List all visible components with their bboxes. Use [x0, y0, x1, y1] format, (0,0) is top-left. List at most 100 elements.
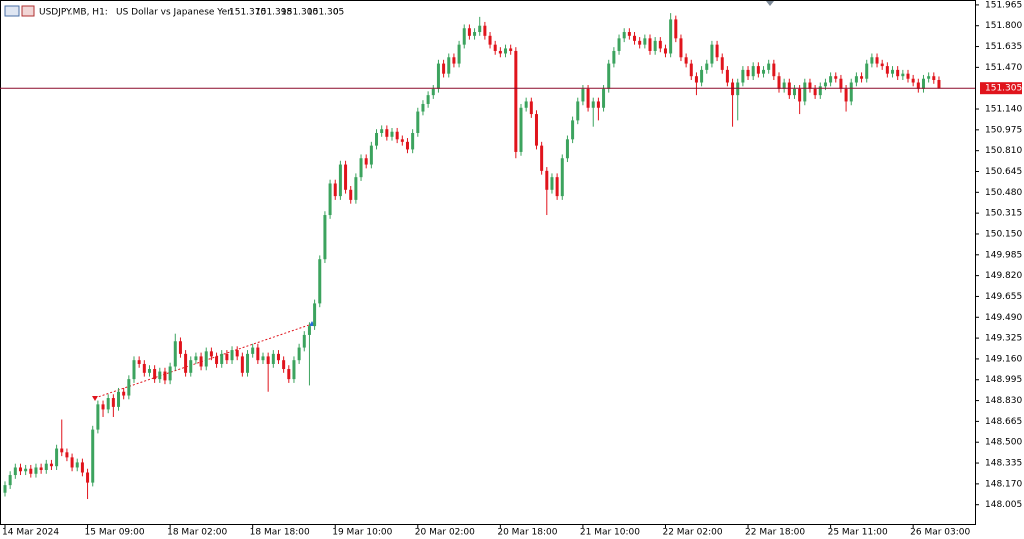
candle-body: [540, 145, 544, 171]
candle-body: [937, 79, 941, 89]
candle-body: [823, 82, 827, 87]
y-tick-label: 149.820: [985, 271, 1022, 281]
candle-body: [421, 103, 425, 112]
candle-body: [674, 19, 678, 39]
candle-body: [865, 63, 869, 79]
candle-body: [147, 369, 151, 373]
candle-body: [385, 129, 389, 137]
candle-body: [700, 69, 704, 83]
y-tick-label: 150.975: [985, 125, 1022, 135]
candle-body: [885, 66, 889, 74]
y-tick-label: 148.995: [985, 375, 1022, 385]
candle-body: [302, 334, 306, 348]
candle-body: [498, 50, 502, 54]
y-tick-label: 150.150: [985, 229, 1022, 239]
candle-body: [576, 101, 580, 121]
y-tick-label: 149.655: [985, 292, 1022, 302]
candle-body: [323, 215, 327, 260]
candle-body: [612, 50, 616, 64]
candle-body: [932, 76, 936, 80]
candle-body: [911, 78, 915, 83]
candle-body: [80, 462, 84, 473]
candle-body: [436, 63, 440, 89]
candle-body: [803, 82, 807, 102]
header-volume: 0: [333, 8, 339, 18]
candle-body: [509, 48, 513, 51]
x-tick-label: 18 Mar 02:00: [167, 528, 227, 538]
candle-body: [839, 78, 843, 89]
candle-body: [55, 448, 59, 467]
candle-body: [762, 69, 766, 74]
candle-body: [173, 341, 177, 367]
x-tick-label: 22 Mar 02:00: [662, 528, 722, 538]
y-tick-label: 151.140: [985, 105, 1022, 115]
candles: [3, 13, 941, 500]
candle-body: [49, 463, 53, 467]
candle-body: [369, 145, 373, 165]
candle-body: [271, 353, 275, 364]
candle-body: [457, 44, 461, 64]
candle-body: [8, 475, 12, 486]
candle-body: [731, 82, 735, 96]
candle-body: [648, 38, 652, 51]
y-tick-label: 148.170: [985, 479, 1022, 489]
candle-body: [101, 404, 105, 410]
candle-body: [282, 360, 286, 370]
candle-body: [782, 82, 786, 89]
candle-body: [896, 69, 900, 77]
candle-body: [65, 452, 69, 458]
candle-body: [276, 353, 280, 361]
candle-body: [483, 25, 487, 36]
candle-body: [117, 391, 121, 407]
candle-body: [215, 356, 219, 364]
candle-body: [720, 57, 724, 70]
candle-body: [287, 369, 291, 380]
candle-body: [473, 32, 477, 36]
candle-body: [111, 398, 115, 407]
candle-body: [137, 360, 141, 364]
candle-body: [313, 303, 317, 327]
y-tick-label: 148.500: [985, 438, 1022, 448]
candle-body: [199, 356, 203, 367]
candle-body: [715, 44, 719, 58]
header-high: 151.398: [255, 8, 292, 18]
symbol-icon: [4, 5, 35, 17]
candle-body: [75, 462, 79, 468]
candle-body: [261, 356, 265, 361]
candle-body: [596, 101, 600, 108]
y-tick-label: 151.470: [985, 63, 1022, 73]
candle-body: [29, 468, 33, 474]
candle-body: [34, 467, 38, 474]
candle-body: [307, 326, 311, 335]
candle-body: [240, 356, 244, 373]
candle-body: [849, 82, 853, 102]
candle-body: [493, 44, 497, 51]
candle-body: [400, 139, 404, 142]
x-tick-label: 19 Mar 10:00: [332, 528, 392, 538]
candle-body: [669, 19, 673, 54]
candle-body: [452, 57, 456, 64]
candle-body: [230, 350, 234, 361]
candle-body: [834, 76, 838, 79]
y-tick-label: 151.800: [985, 21, 1022, 31]
candle-body: [829, 76, 833, 83]
plot-frame: [0, 0, 976, 525]
candle-body: [560, 158, 564, 197]
candle-body: [725, 69, 729, 83]
candle-body: [586, 88, 590, 108]
candle-body: [416, 111, 420, 133]
candle-body: [710, 44, 714, 64]
candle-body: [380, 129, 384, 133]
candle-body: [246, 353, 250, 373]
candle-body: [524, 101, 528, 108]
symbol: USDJPY.MB, H1:: [39, 8, 108, 18]
candle-body: [411, 133, 415, 150]
candle-body: [663, 48, 667, 54]
header-open: 151.370: [229, 8, 266, 18]
candle-body: [318, 259, 322, 304]
y-tick-label: 148.335: [985, 459, 1022, 469]
candle-body: [163, 371, 167, 381]
candle-body: [622, 32, 626, 39]
candle-body: [44, 463, 48, 470]
